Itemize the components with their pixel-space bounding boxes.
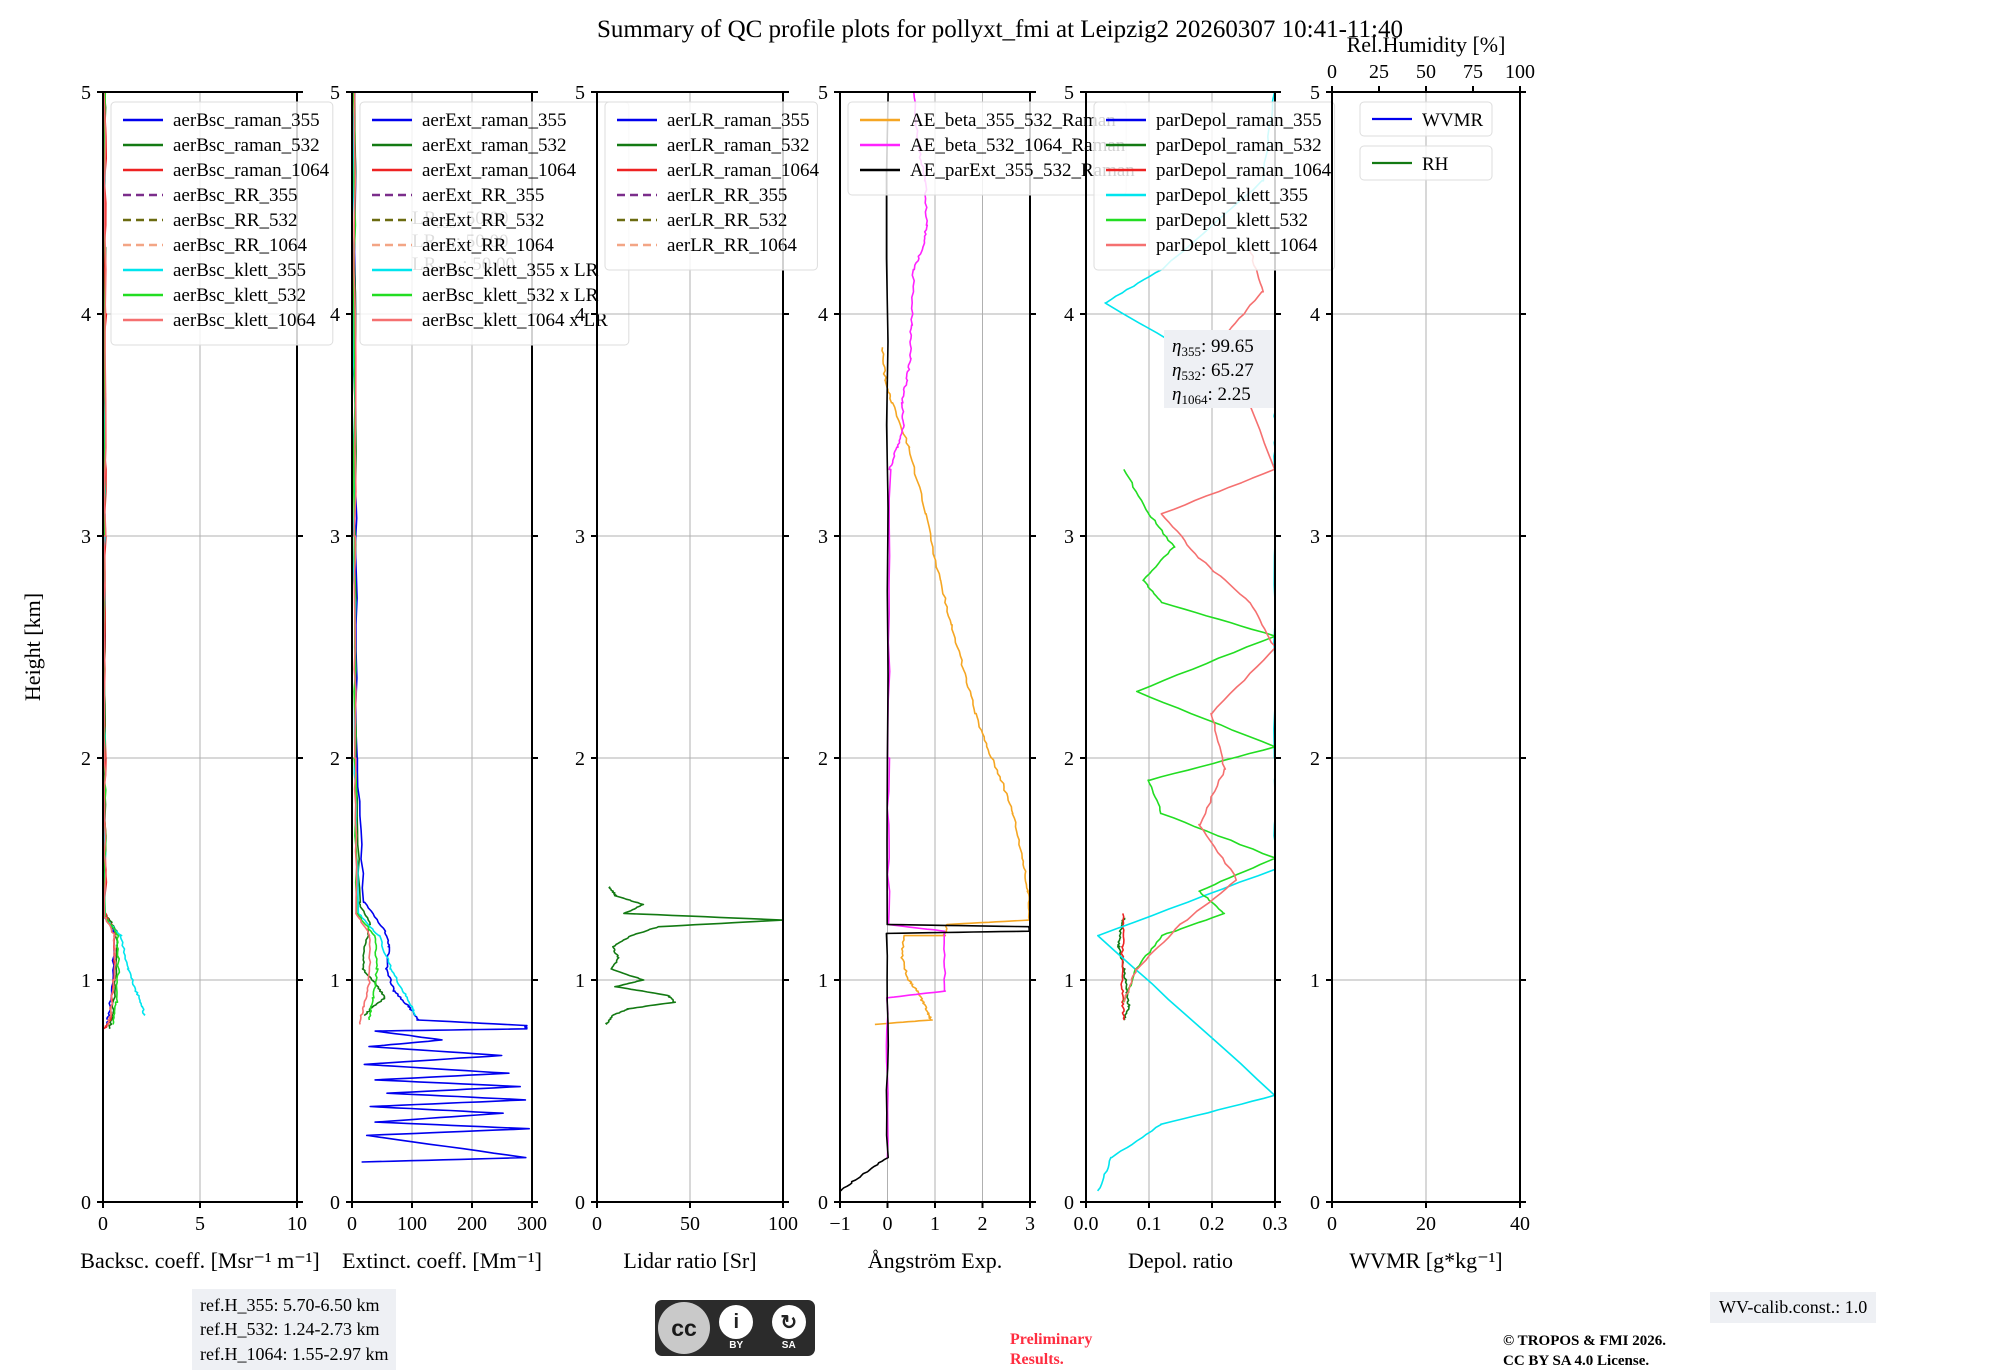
legend-item-wvmr-1[interactable]: RH: [1422, 154, 1449, 175]
xtick-wvmr-2: 40: [1510, 1213, 1530, 1235]
copyright-line-1: © TROPOS & FMI 2026.: [1503, 1332, 1666, 1352]
top-xtick-3: 75: [1463, 61, 1483, 83]
copyright-notice: © TROPOS & FMI 2026. CC BY SA 4.0 Licens…: [1503, 1332, 1666, 1371]
ytick-wvmr-1: 1: [1310, 970, 1320, 992]
cc-license-badge: cc i BY ↻ SA: [655, 1300, 815, 1356]
cc-logo-icon: cc: [658, 1302, 710, 1354]
cc-sa-icon: ↻ SA: [772, 1305, 806, 1351]
cc-by-label: BY: [729, 1340, 743, 1351]
xtick-wvmr-1: 20: [1416, 1213, 1436, 1235]
top-xtick-1: 25: [1369, 61, 1389, 83]
preliminary-notice: Preliminary Results.: [1010, 1330, 1092, 1370]
wv-calib-box: WV-calib.const.: 1.0: [1710, 1292, 1876, 1323]
ytick-wvmr-4: 4: [1310, 304, 1320, 326]
legend-item-wvmr-0[interactable]: WVMR: [1422, 110, 1484, 131]
top-xtick-0: 0: [1327, 61, 1337, 83]
top-xtick-2: 50: [1416, 61, 1436, 83]
xaxis-label-wvmr: WVMR [g*kg⁻¹]: [1349, 1248, 1502, 1273]
ytick-wvmr-0: 0: [1310, 1192, 1320, 1214]
ytick-wvmr-2: 2: [1310, 748, 1320, 770]
copyright-line-2: CC BY SA 4.0 License.: [1503, 1352, 1666, 1371]
ytick-wvmr-5: 5: [1310, 82, 1320, 104]
ref-h-355: ref.H_355: 5.70-6.50 km: [200, 1293, 388, 1317]
top-axis-label: Rel.Humidity [%]: [1347, 32, 1506, 57]
ytick-wvmr-3: 3: [1310, 526, 1320, 548]
xtick-wvmr-0: 0: [1327, 1213, 1337, 1235]
cc-sa-label: SA: [782, 1340, 796, 1351]
cc-by-glyph: i: [719, 1305, 753, 1339]
cc-by-icon: i BY: [719, 1305, 753, 1351]
cc-sa-glyph: ↻: [772, 1305, 806, 1339]
ref-h-1064: ref.H_1064: 1.55-2.97 km: [200, 1342, 388, 1366]
preliminary-line-1: Preliminary: [1010, 1330, 1092, 1350]
ref-h-532: ref.H_532: 1.24-2.73 km: [200, 1317, 388, 1341]
top-xtick-4: 100: [1505, 61, 1535, 83]
cc-badge-icons: i BY ↻ SA: [710, 1300, 815, 1356]
ref-height-box: ref.H_355: 5.70-6.50 km ref.H_532: 1.24-…: [192, 1289, 396, 1370]
preliminary-line-2: Results.: [1010, 1350, 1092, 1370]
cc-logo-text: cc: [671, 1315, 697, 1342]
